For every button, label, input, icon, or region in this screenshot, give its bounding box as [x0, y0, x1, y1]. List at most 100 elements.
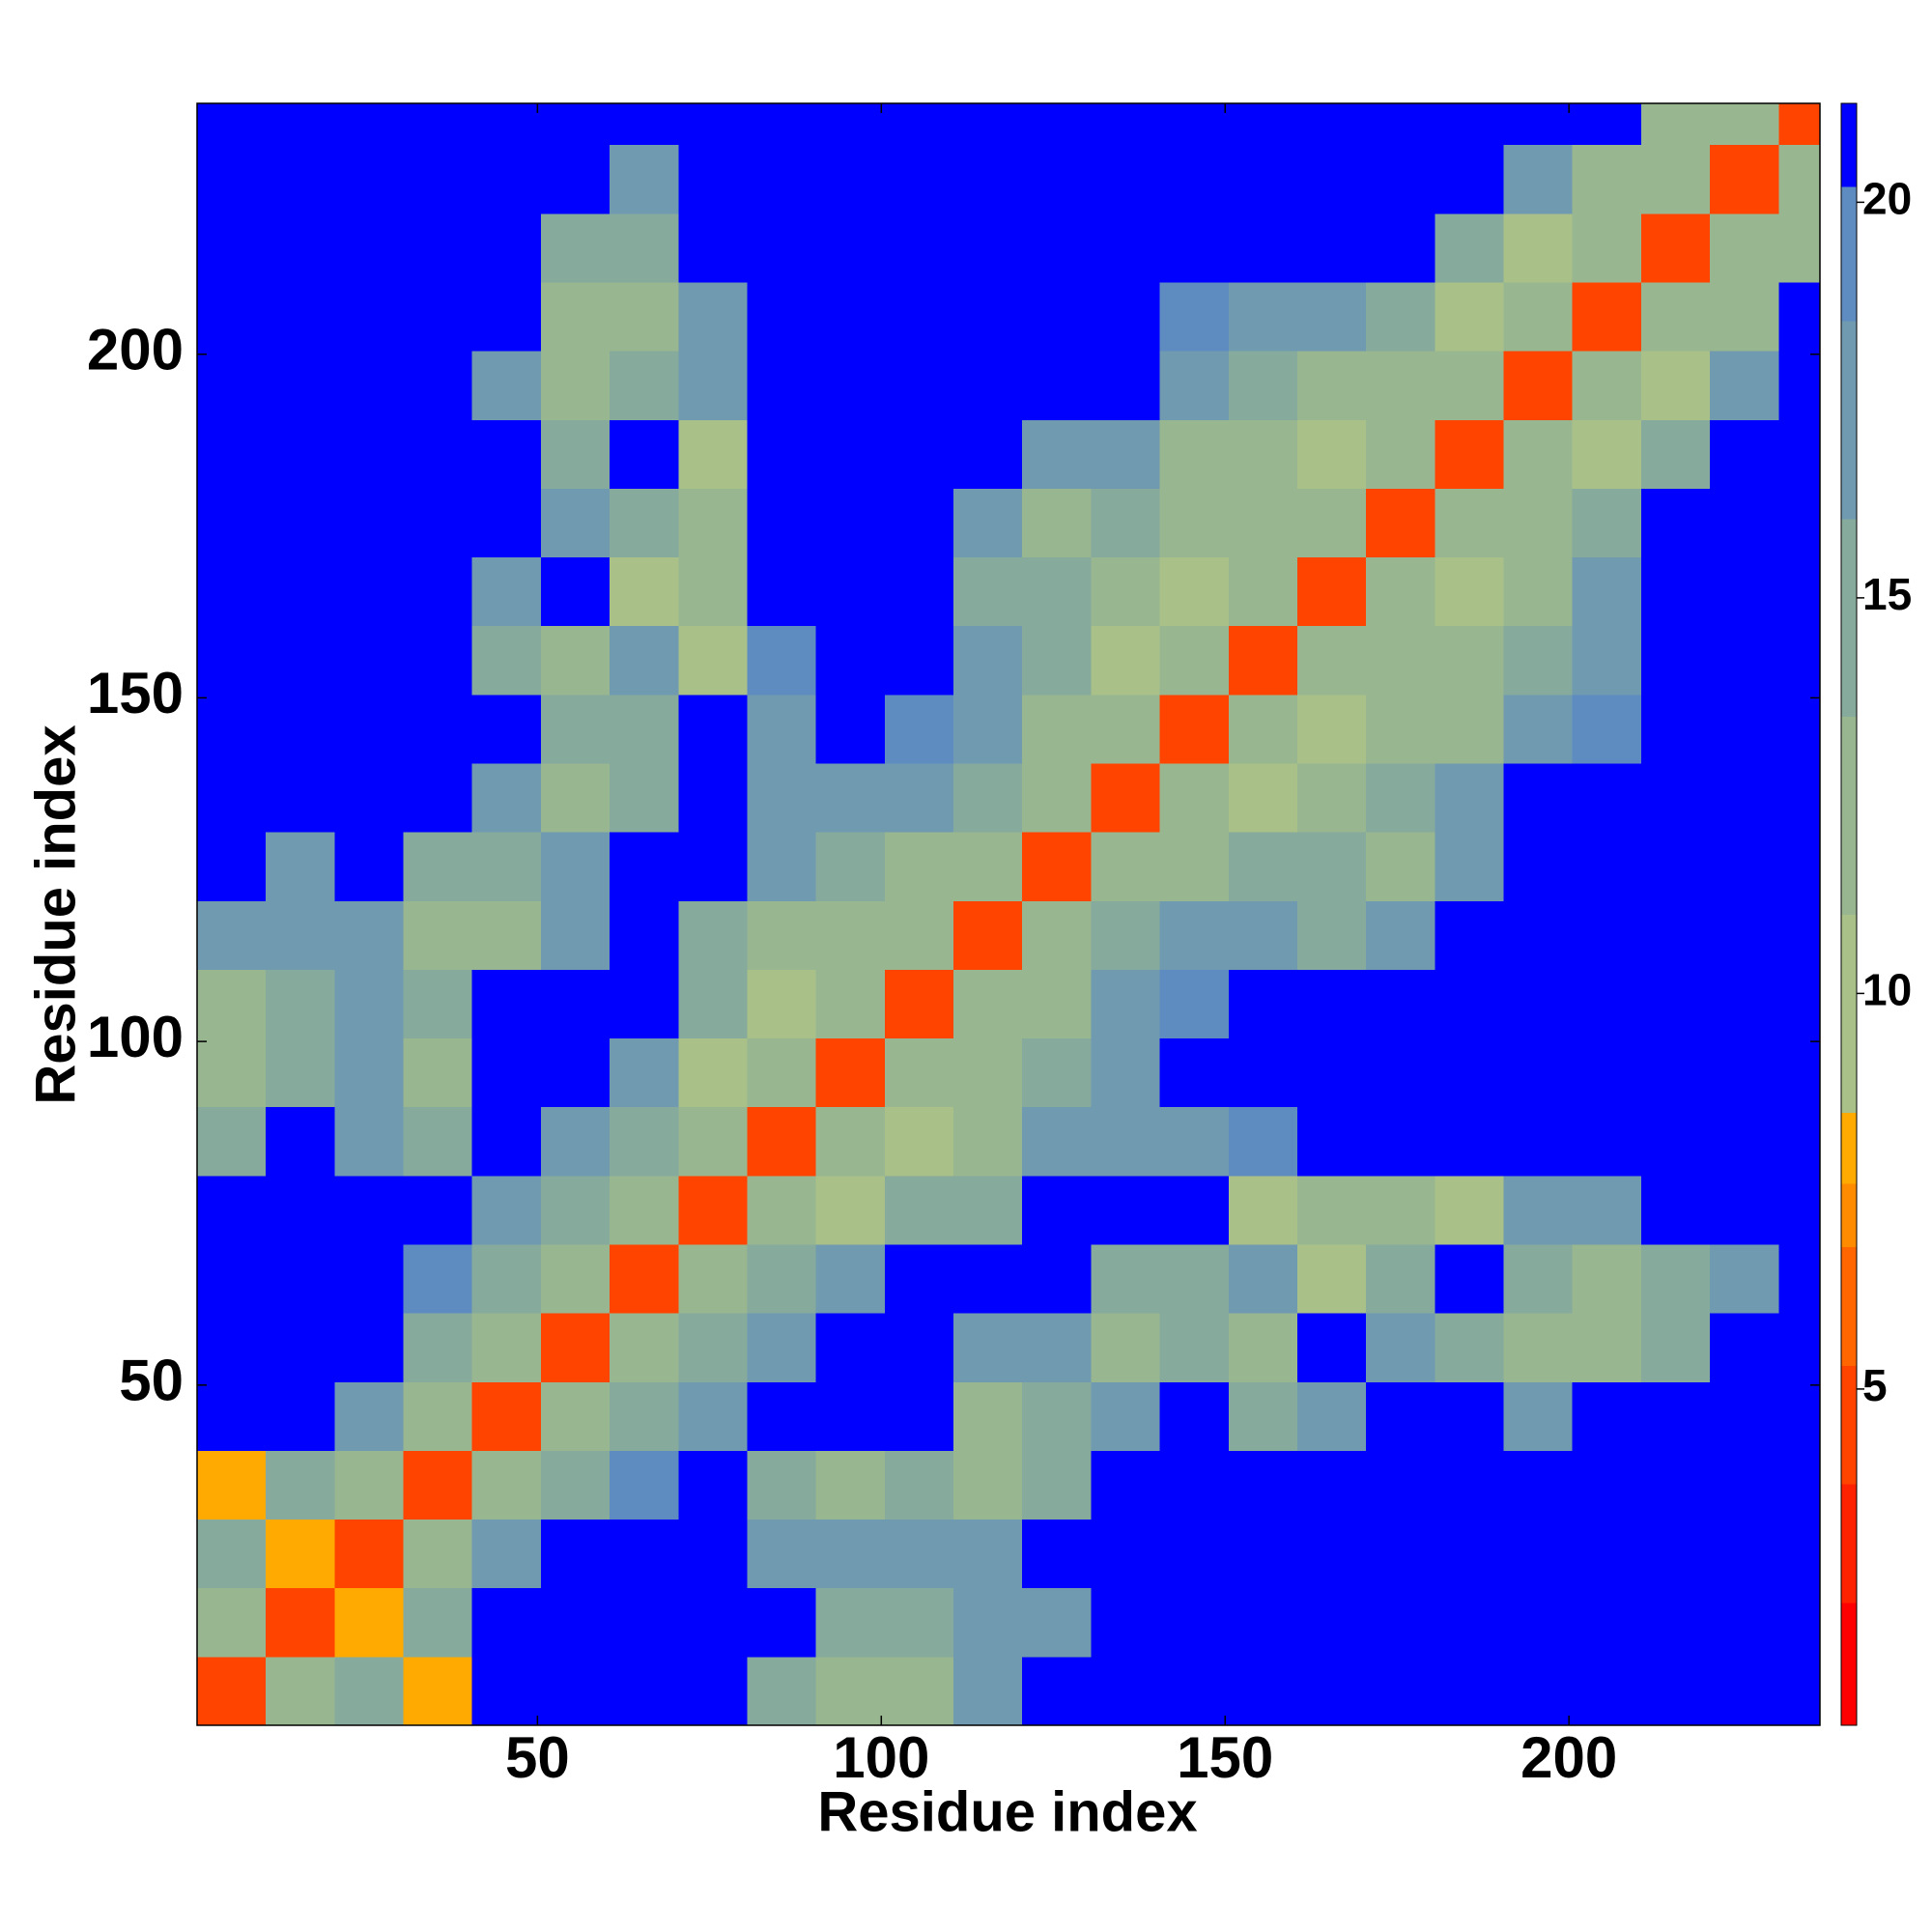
heatmap-cell: [815, 144, 886, 214]
heatmap-cell: [540, 1106, 611, 1177]
heatmap-cell: [1228, 1519, 1298, 1589]
heatmap-cell: [540, 1037, 611, 1108]
heatmap-cell: [1022, 1450, 1092, 1520]
heatmap-cell: [953, 103, 1023, 146]
heatmap-cell: [1366, 832, 1435, 901]
heatmap-cell: [1091, 1519, 1161, 1589]
heatmap-cell: [747, 351, 817, 420]
heatmap-cell: [1435, 144, 1505, 214]
heatmap-cell: [747, 900, 817, 970]
heatmap-cell: [1228, 556, 1298, 627]
heatmap-cell: [1435, 351, 1505, 420]
heatmap-cell: [1778, 625, 1821, 696]
heatmap-cell: [1778, 1106, 1821, 1177]
heatmap-cell: [953, 1381, 1023, 1451]
heatmap-cell: [1435, 1587, 1505, 1658]
x-tick-label: 50: [505, 1725, 570, 1790]
heatmap-cell: [610, 1037, 679, 1108]
heatmap-cell: [1640, 832, 1711, 901]
heatmap-cell: [1366, 488, 1435, 558]
heatmap-cell: [1710, 900, 1779, 970]
heatmap-cell: [678, 419, 748, 489]
heatmap-cell: [747, 144, 817, 214]
y-tick-label: 100: [87, 1005, 184, 1069]
heatmap-cell: [1640, 419, 1711, 489]
heatmap-cell: [1435, 1656, 1505, 1726]
heatmap-cell: [540, 1519, 611, 1589]
heatmap-cell: [540, 213, 611, 283]
heatmap-cell: [678, 213, 748, 283]
heatmap-cell: [747, 1519, 817, 1589]
heatmap-cell: [884, 351, 954, 420]
heatmap-cell: [471, 419, 542, 489]
heatmap-cell: [953, 1587, 1023, 1658]
heatmap-cell: [1091, 694, 1161, 764]
heatmap-cell: [1159, 1381, 1230, 1451]
heatmap-cell: [1159, 1519, 1230, 1589]
heatmap-cell: [1640, 556, 1711, 627]
heatmap-cell: [540, 900, 611, 970]
heatmap-cell: [1022, 1656, 1092, 1726]
heatmap-cell: [334, 213, 405, 283]
heatmap-cell: [884, 1519, 954, 1589]
heatmap-cell: [610, 419, 679, 489]
heatmap-cell: [1503, 419, 1574, 489]
heatmap-cell: [1572, 351, 1642, 420]
heatmap-cell: [403, 144, 473, 214]
heatmap-cell: [1159, 625, 1230, 696]
heatmap-cell: [747, 832, 817, 901]
heatmap-cell: [1710, 762, 1779, 833]
colorbar-segment: [1841, 1365, 1857, 1485]
heatmap-cell: [953, 556, 1023, 627]
heatmap-cell: [1228, 1175, 1298, 1245]
heatmap-cell: [540, 103, 611, 146]
heatmap-cell: [1159, 1313, 1230, 1382]
heatmap-cell: [953, 1656, 1023, 1726]
heatmap-cell: [953, 1313, 1023, 1382]
heatmap-cell: [678, 1587, 748, 1658]
heatmap-cell: [471, 1313, 542, 1382]
heatmap-cell: [1366, 1037, 1435, 1108]
heatmap-cell: [953, 419, 1023, 489]
heatmap-cell: [1572, 1450, 1642, 1520]
heatmap-cell: [1572, 103, 1642, 146]
heatmap-cell: [1296, 762, 1367, 833]
heatmap-cell: [197, 1381, 267, 1451]
heatmap-cell: [1572, 1587, 1642, 1658]
heatmap-cell: [1091, 213, 1161, 283]
heatmap-cell: [1296, 351, 1367, 420]
heatmap-cell: [815, 694, 886, 764]
heatmap-cell: [334, 351, 405, 420]
heatmap-cell: [197, 1656, 267, 1726]
heatmap-cell: [1778, 694, 1821, 764]
heatmap-cell: [678, 488, 748, 558]
colorbar-segment: [1841, 1246, 1857, 1366]
heatmap-cell: [1640, 1450, 1711, 1520]
heatmap-cell: [1228, 1656, 1298, 1726]
heatmap-cell: [1778, 1450, 1821, 1520]
heatmap-cell: [1572, 625, 1642, 696]
heatmap-cell: [953, 351, 1023, 420]
heatmap-cell: [1091, 762, 1161, 833]
heatmap-cell: [1159, 832, 1230, 901]
heatmap-cell: [1159, 144, 1230, 214]
heatmap-cell: [1778, 762, 1821, 833]
heatmap-cell: [610, 694, 679, 764]
heatmap-cell: [1778, 832, 1821, 901]
heatmap-cell: [471, 1656, 542, 1726]
heatmap-cell: [334, 625, 405, 696]
heatmap-cell: [1640, 1106, 1711, 1177]
heatmap-cell: [1640, 351, 1711, 420]
heatmap-cell: [540, 1450, 611, 1520]
heatmap-cell: [403, 1381, 473, 1451]
heatmap-cell: [471, 762, 542, 833]
heatmap-cell: [747, 1037, 817, 1108]
heatmap-cell: [1091, 1587, 1161, 1658]
heatmap-cell: [1366, 1106, 1435, 1177]
heatmap-cell: [403, 1037, 473, 1108]
heatmap-cell: [1503, 213, 1574, 283]
heatmap-cell: [678, 1450, 748, 1520]
x-tick-label: 100: [833, 1725, 929, 1790]
heatmap-cell: [1435, 1313, 1505, 1382]
heatmap-cell: [747, 694, 817, 764]
